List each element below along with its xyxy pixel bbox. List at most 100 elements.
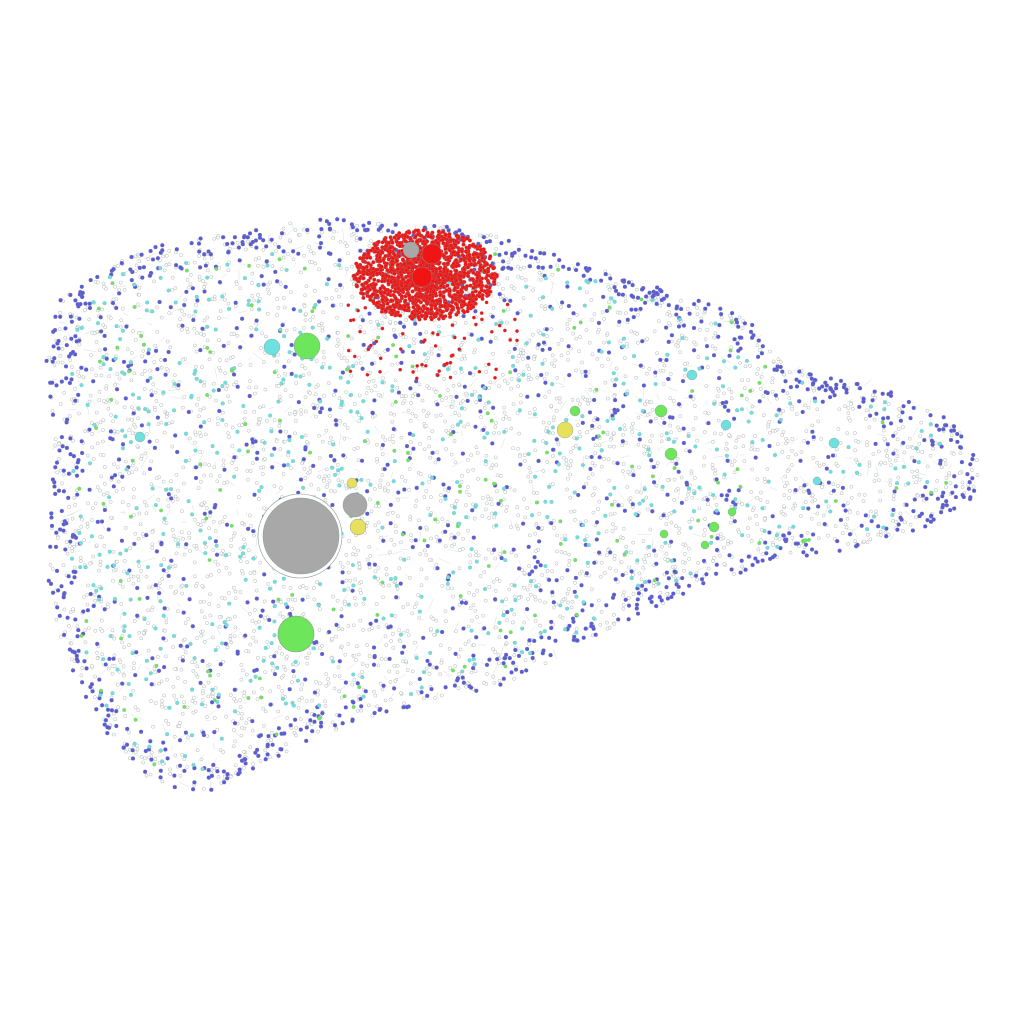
graph-node-blue [691,348,697,353]
graph-node [233,589,238,594]
graph-node [613,526,618,530]
graph-node [216,416,220,421]
graph-edge [477,622,484,624]
graph-node [242,750,246,754]
graph-node [286,453,290,458]
graph-node-blue [193,475,199,481]
graph-node [399,435,404,440]
graph-node [230,461,234,465]
graph-node [475,589,480,593]
graph-node [652,329,657,334]
graph-node-blue [584,571,589,576]
graph-node [197,254,201,258]
graph-node-blue [770,514,775,519]
graph-node [94,373,98,378]
graph-node-blue [198,236,203,241]
graph-node [150,750,154,755]
graph-node [199,633,203,638]
graph-node-blue [955,431,960,437]
graph-node [391,632,395,636]
graph-node [399,394,404,399]
graph-node [179,530,184,535]
graph-node-blue [99,519,105,524]
graph-node [549,361,554,366]
graph-node-blue [620,292,626,297]
graph-node [527,642,531,646]
graph-node-blue [318,241,324,246]
graph-edge [147,323,152,325]
graph-edge [695,498,700,501]
graph-node-blue [260,608,265,613]
graph-node [316,487,321,491]
graph-node-blue [54,530,59,535]
graph-node-blue [952,474,957,479]
graph-node [502,610,506,614]
graph-node [98,420,103,425]
graph-node [645,399,649,404]
graph-node-blue [137,265,142,270]
graph-node-blue [538,250,543,256]
graph-node-blue [410,544,415,550]
graph-node-blue [533,565,538,570]
graph-node-blue [421,635,426,641]
graph-node [278,447,283,451]
graph-node [412,341,416,346]
graph-node [934,488,938,492]
graph-node-blue [69,319,75,324]
graph-edge [574,538,586,546]
graph-node [391,646,396,650]
graph-node [407,575,412,580]
graph-node [895,437,900,442]
graph-node [862,539,866,544]
graph-node [516,513,521,518]
graph-node [676,425,680,430]
graph-node [908,522,913,527]
graph-node-blue [341,453,346,458]
graph-node [53,437,58,442]
graph-edge [762,379,769,387]
graph-node [78,556,83,560]
graph-node-blue [332,458,337,463]
graph-node [93,501,98,506]
graph-node [498,552,502,556]
graph-edge [425,670,430,674]
graph-node [703,517,707,521]
graph-node [650,433,654,438]
graph-node [52,363,57,368]
graph-node [69,641,74,646]
graph-node-blue [155,415,160,420]
graph-node [888,483,893,487]
graph-node-blue [929,513,934,518]
graph-node [623,356,627,360]
graph-node [383,698,388,703]
graph-node [532,357,537,361]
graph-node [414,414,418,419]
graph-node [337,674,342,679]
graph-node-blue [411,446,416,451]
graph-node [164,263,169,267]
graph-node [660,416,665,421]
graph-node [897,414,901,418]
graph-edge [321,432,327,437]
graph-node [646,297,651,302]
graph-node [265,311,270,316]
graph-node [253,391,257,396]
graph-node [400,475,404,479]
graph-node [105,491,110,495]
graph-node [121,487,125,491]
graph-node-blue [676,402,682,407]
graph-node-blue [419,690,424,695]
graph-edge [134,654,143,657]
graph-node [353,602,358,607]
graph-node [370,713,375,718]
graph-node [247,548,251,553]
graph-node [970,468,974,472]
graph-node [901,425,905,429]
graph-node [361,628,365,632]
graph-node [199,757,204,762]
graph-node-blue [731,416,737,421]
graph-node [443,419,447,424]
graph-node [227,591,231,595]
graph-node-blue [109,698,114,703]
graph-node-blue [87,487,92,492]
